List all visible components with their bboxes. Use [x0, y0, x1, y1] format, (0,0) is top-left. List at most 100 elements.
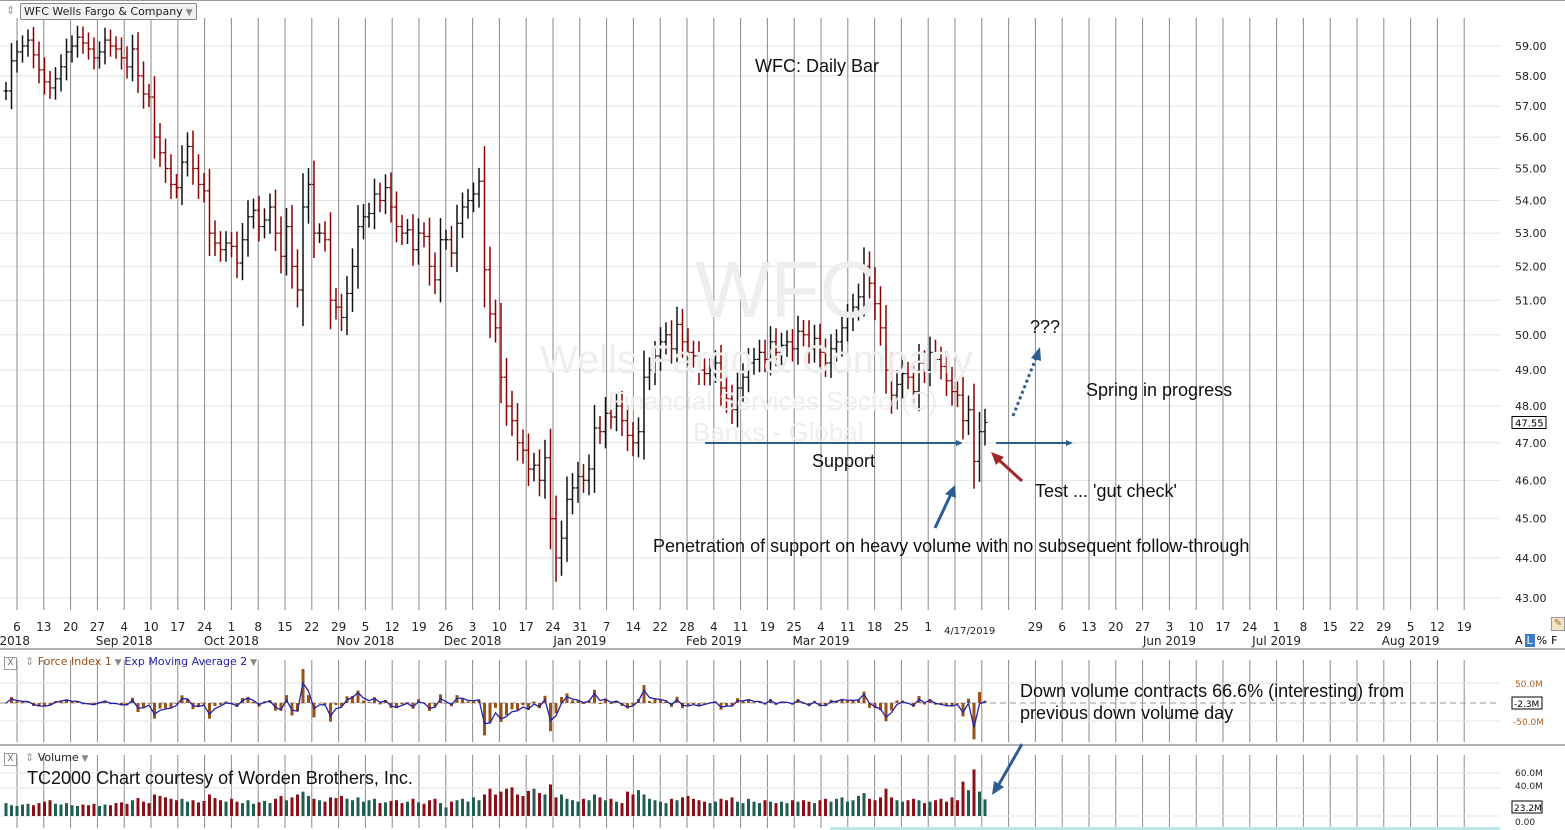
price-tick-label: 48.00 [1515, 400, 1547, 413]
date-tick-label: 6 [13, 620, 21, 634]
date-tick-label: 4 [120, 620, 128, 634]
ema-label[interactable]: Exp Moving Average 2 [124, 655, 248, 668]
force-index-bar [653, 699, 657, 703]
volume-bar [697, 800, 701, 816]
date-tick-label: 24 [545, 620, 560, 634]
date-tick-label: 14 [626, 620, 641, 634]
chevron-down-icon[interactable]: ▼ [247, 658, 258, 668]
test-arrowhead [991, 452, 1004, 465]
test-arrow[interactable] [997, 458, 1024, 483]
price-bar [883, 305, 889, 394]
volume-bar [648, 798, 651, 816]
penetration-arrow[interactable] [933, 493, 953, 529]
volume-bar [136, 798, 140, 816]
force-index-bar [483, 703, 486, 736]
price-bar [647, 357, 652, 391]
price-bar [20, 35, 25, 63]
force-index-label[interactable]: Force Index 1 [37, 655, 112, 668]
force-index-bar [169, 703, 173, 708]
volume-bar [978, 791, 981, 816]
volume-bar [851, 800, 855, 816]
price-tick-label: 55.00 [1515, 163, 1547, 176]
scale-fixed-toggle[interactable]: F [1551, 634, 1558, 647]
volume-bar [103, 804, 107, 816]
volume-bar [791, 800, 794, 816]
volume-bar [983, 799, 987, 816]
watermark-name: Wells Fargo & Company [540, 338, 973, 382]
price-bar [548, 428, 553, 550]
price-bar [905, 361, 911, 390]
close-panel-icon[interactable]: X [4, 753, 17, 766]
price-bar [256, 195, 262, 242]
date-tick-label: 7 [603, 620, 611, 634]
close-panel-icon[interactable]: X [4, 657, 17, 670]
force-last-box [1511, 696, 1543, 710]
volume-bar [873, 800, 877, 816]
price-bar [86, 32, 91, 60]
volume-bar [631, 794, 635, 816]
price-bar [801, 319, 806, 347]
projection-dotted-arrow[interactable] [1011, 357, 1038, 417]
price-bar [9, 43, 14, 110]
date-tick-label: 15 [277, 620, 292, 634]
price-bar [135, 32, 141, 94]
price-bars [3, 25, 988, 582]
volume-bar [576, 801, 580, 816]
force-index-bar [598, 703, 602, 705]
force-index-bar [15, 701, 19, 703]
price-bar [630, 422, 636, 457]
volume-label[interactable]: Volume [37, 751, 79, 764]
drag-handle-icon[interactable]: ⇕ [25, 751, 38, 764]
price-bar [124, 46, 130, 79]
force-index-bar [879, 703, 882, 711]
chevron-down-icon[interactable]: ▼ [111, 658, 125, 668]
price-bar [157, 123, 163, 167]
volume-bar [510, 787, 514, 816]
pencil-icon[interactable]: ✎ [1551, 617, 1565, 631]
price-bar [707, 358, 713, 386]
price-bar [476, 167, 482, 208]
price-bar [146, 83, 152, 108]
scale-percent-toggle[interactable]: % [1536, 634, 1548, 647]
price-bar [658, 327, 663, 371]
force-index-bar [851, 700, 855, 703]
month-label: Jun 2019 [1142, 634, 1196, 648]
volume-bar [257, 802, 261, 816]
price-bar [471, 182, 476, 213]
price-bar [724, 373, 729, 413]
force-index-bar [609, 703, 613, 704]
scale-log-toggle[interactable]: L [1524, 634, 1535, 647]
volume-bar [549, 784, 552, 816]
force-index-bar [505, 703, 508, 716]
date-tick-label: 25 [894, 620, 909, 634]
force-index-bar [835, 701, 838, 703]
volume-bar [708, 803, 712, 816]
price-bar [872, 267, 878, 321]
volume-bar [417, 802, 420, 816]
price-bar [278, 216, 284, 274]
scale-auto-toggle[interactable]: A [1515, 634, 1523, 647]
price-bar [487, 246, 493, 338]
price-bar [449, 225, 454, 268]
drag-handle-icon[interactable]: ⇕ [6, 4, 16, 17]
volume-bar [268, 803, 272, 816]
price-bar [322, 221, 328, 252]
month-label: Jul 2019 [1251, 634, 1301, 648]
symbol-selector[interactable]: WFC Wells Fargo & Company ▼ [20, 3, 197, 20]
drag-handle-icon[interactable]: ⇕ [25, 655, 38, 668]
watermark-industry: Banks - Global [693, 417, 864, 447]
volume-bar [923, 803, 926, 816]
volume-bar [829, 801, 833, 816]
price-bar [113, 36, 119, 59]
force-index-bar [626, 703, 629, 709]
date-tick-label: 15 [1323, 620, 1338, 634]
force-index-bar [648, 701, 651, 703]
price-bar [828, 334, 834, 378]
price-bar [405, 219, 410, 245]
force-index-bar [884, 703, 888, 722]
price-bar [102, 27, 108, 65]
chevron-down-icon[interactable]: ▼ [78, 754, 89, 764]
force-index-bar [367, 702, 371, 703]
volume-arrow[interactable] [996, 743, 1024, 787]
volume-bar [461, 798, 464, 816]
